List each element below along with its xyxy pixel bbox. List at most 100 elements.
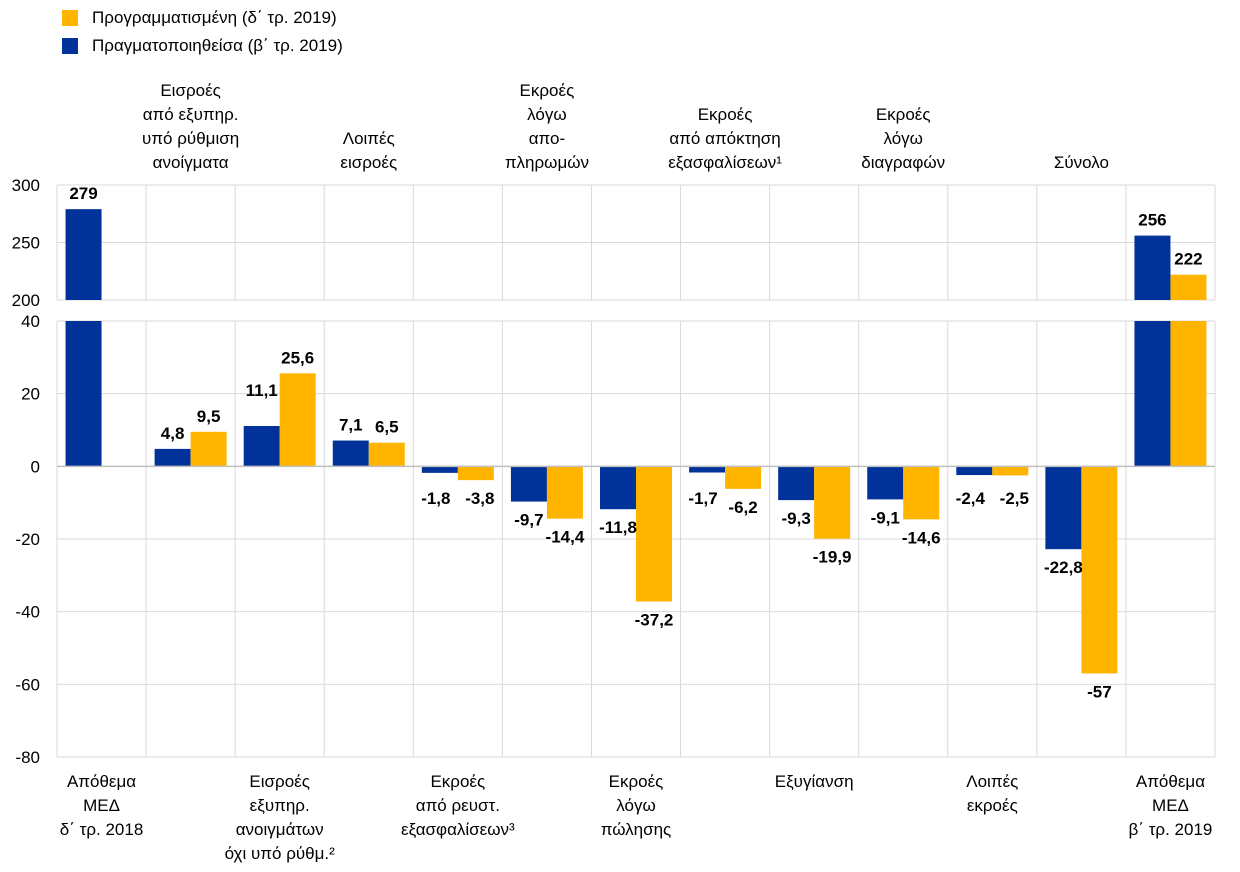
data-label-blue: -9,1 — [871, 508, 900, 527]
category-label-top: Εκροές — [876, 105, 931, 124]
bar-blue-upper — [65, 209, 102, 300]
bars — [65, 209, 1207, 674]
category-label-top: υπό ρύθμιση — [142, 129, 239, 148]
bar-blue — [778, 466, 815, 501]
y-tick-label-lower: -80 — [15, 748, 40, 767]
category-label-top: απο- — [529, 129, 565, 148]
category-label-top: από απόκτηση — [669, 129, 780, 148]
category-label-top: από εξυπηρ. — [143, 105, 239, 124]
y-tick-label-lower: 20 — [21, 385, 40, 404]
category-label-bottom: εκροές — [967, 796, 1018, 815]
data-label-yellow: -3,8 — [465, 489, 494, 508]
data-label-blue: -1,8 — [421, 489, 450, 508]
category-label-bottom: εξασφαλίσεων³ — [401, 820, 515, 839]
data-label-blue: 7,1 — [339, 416, 363, 435]
y-tick-label-lower: -40 — [15, 603, 40, 622]
category-label-bottom: Εξυγίανση — [775, 772, 854, 791]
bar-blue — [1045, 466, 1082, 550]
category-label-bottom: όχι υπό ρύθμ.² — [225, 844, 336, 863]
tick-labels: 200 250 300 -80 -60 -40 -20 0 20 40 — [12, 176, 40, 767]
data-label-blue: -9,3 — [782, 509, 811, 528]
bar-yellow-lower — [1170, 321, 1207, 467]
bar-blue — [600, 466, 636, 510]
bar-yellow — [546, 466, 583, 519]
data-label-blue: 256 — [1138, 211, 1166, 230]
category-label-bottom: εξυπηρ. — [250, 796, 310, 815]
category-label-bottom: από ρευστ. — [416, 796, 500, 815]
bar-yellow — [814, 466, 851, 539]
bar-yellow — [279, 373, 316, 467]
category-label-bottom: ΜΕΔ — [1152, 796, 1189, 815]
y-tick-label-lower: -60 — [15, 675, 40, 694]
bar-blue — [689, 466, 726, 473]
data-label-blue: 4,8 — [161, 424, 185, 443]
bar-yellow — [457, 466, 494, 481]
data-label-yellow: 25,6 — [281, 348, 314, 367]
data-label-blue: -22,8 — [1044, 558, 1083, 577]
category-label-top: διαγραφών — [861, 153, 945, 172]
bar-yellow — [368, 442, 405, 467]
data-label-yellow: -57 — [1087, 682, 1112, 701]
category-label-bottom: Απόθεμα — [1136, 772, 1205, 791]
category-label-bottom: Εκροές — [430, 772, 485, 791]
data-labels: 279 4,8 9,5 11,125,6 7,1 6,5 -1,8 -3,8 -9,7-14,4… — [69, 184, 1202, 701]
y-tick-label-upper: 250 — [12, 234, 40, 253]
category-label-top: Εκροές — [520, 81, 575, 100]
data-label-yellow: -2,5 — [1000, 489, 1029, 508]
bar-blue — [421, 466, 458, 473]
y-tick-label-lower: 0 — [31, 457, 40, 476]
category-label-top: λόγω — [883, 129, 922, 148]
category-label-top: Λοιπές — [343, 129, 395, 148]
category-label-bottom: δ΄ τρ. 2018 — [60, 820, 144, 839]
bar-yellow — [1081, 466, 1118, 674]
bar-blue — [154, 448, 191, 467]
category-label-bottom: πώλησης — [601, 820, 672, 839]
category-label-bottom: β΄ τρ. 2019 — [1129, 820, 1213, 839]
bar-blue — [510, 466, 547, 502]
category-label-bottom: Λοιπές — [966, 772, 1018, 791]
data-label-blue: 11,1 — [246, 381, 278, 400]
legend: Προγραμματισμένη (δ΄ τρ. 2019) Πραγματοπ… — [62, 4, 343, 60]
data-label-yellow: -14,6 — [902, 528, 941, 547]
bar-blue — [332, 440, 369, 467]
category-label-bottom: ΜΕΔ — [83, 796, 120, 815]
bar-yellow — [992, 466, 1029, 476]
data-label-yellow: 9,5 — [197, 407, 221, 426]
bar-yellow-upper — [1170, 274, 1207, 300]
data-label-yellow: -37,2 — [635, 610, 674, 629]
category-label-top: εξασφαλίσεων¹ — [668, 153, 782, 172]
category-label-bottom: Εισροές — [249, 772, 310, 791]
data-label-blue: -2,4 — [956, 489, 986, 508]
category-label-top: Εκροές — [698, 105, 753, 124]
y-tick-label-lower: 40 — [21, 312, 40, 331]
y-tick-label-upper: 200 — [12, 291, 40, 310]
data-label-yellow: -19,9 — [813, 548, 852, 567]
category-labels: Απόθεμα ΜΕΔ δ΄ τρ. 2018 Εισροές από εξυπηρ. υ… — [60, 81, 1213, 863]
legend-label-actual: Πραγματοποιηθείσα (β΄ τρ. 2019) — [92, 36, 343, 55]
category-label-top: Σύνολο — [1054, 153, 1109, 172]
y-tick-label-upper: 300 — [12, 176, 40, 195]
bar-blue — [956, 466, 993, 476]
category-label-top: Εισροές — [160, 81, 221, 100]
bar-yellow — [725, 466, 762, 489]
legend-item-planned: Προγραμματισμένη (δ΄ τρ. 2019) — [62, 4, 343, 32]
data-label-blue: -9,7 — [514, 511, 543, 530]
category-label-top: λόγω — [527, 105, 566, 124]
bar-blue — [243, 426, 280, 467]
legend-label-planned: Προγραμματισμένη (δ΄ τρ. 2019) — [92, 8, 337, 27]
bar-yellow — [190, 431, 227, 467]
legend-swatch-actual — [62, 38, 78, 54]
data-label-blue: -1,7 — [688, 489, 717, 508]
bar-blue-lower — [65, 321, 102, 467]
bar-blue-lower — [1134, 321, 1171, 467]
category-label-top: εισροές — [340, 153, 397, 172]
bar-yellow — [903, 466, 940, 520]
bar-blue-upper — [1134, 235, 1171, 300]
category-label-bottom: Εκροές — [609, 772, 664, 791]
data-label-blue: -11,8 — [599, 518, 637, 537]
bar-yellow — [636, 466, 672, 602]
category-label-bottom: Απόθεμα — [67, 772, 136, 791]
data-label-yellow: -6,2 — [728, 498, 757, 517]
bar-blue — [867, 466, 904, 500]
